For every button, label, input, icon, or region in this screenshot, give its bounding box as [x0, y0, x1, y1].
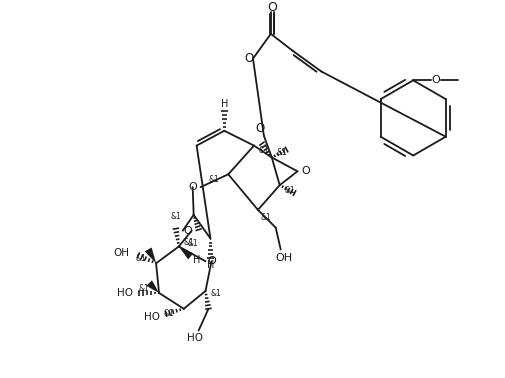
Text: &1: &1: [136, 254, 146, 263]
Text: O: O: [255, 122, 264, 135]
Polygon shape: [144, 248, 156, 263]
Polygon shape: [146, 280, 159, 293]
Text: &1: &1: [170, 212, 181, 221]
Text: H: H: [220, 99, 228, 109]
Text: H: H: [207, 260, 214, 270]
Text: OH: OH: [275, 253, 292, 263]
Text: &1: &1: [187, 239, 197, 248]
Text: &1: &1: [260, 213, 271, 222]
Text: &1: &1: [258, 146, 269, 155]
Text: O: O: [207, 256, 216, 266]
Text: &1: &1: [183, 238, 194, 247]
Text: &1: &1: [210, 290, 220, 299]
Text: H: H: [192, 255, 200, 265]
Text: &1: &1: [163, 309, 174, 318]
Text: HO: HO: [144, 312, 160, 322]
Text: &1: &1: [208, 175, 218, 184]
Text: HO: HO: [117, 288, 133, 298]
Text: O: O: [183, 226, 192, 235]
Text: OH: OH: [113, 248, 129, 259]
Polygon shape: [178, 246, 193, 259]
Text: &1: &1: [138, 284, 149, 293]
Text: &1: &1: [276, 148, 286, 157]
Text: &1: &1: [284, 186, 294, 195]
Text: O: O: [431, 75, 439, 85]
Text: O: O: [188, 182, 196, 192]
Text: O: O: [300, 166, 309, 176]
Text: O: O: [266, 1, 276, 14]
Text: O: O: [244, 52, 253, 65]
Text: HO: HO: [186, 333, 203, 344]
